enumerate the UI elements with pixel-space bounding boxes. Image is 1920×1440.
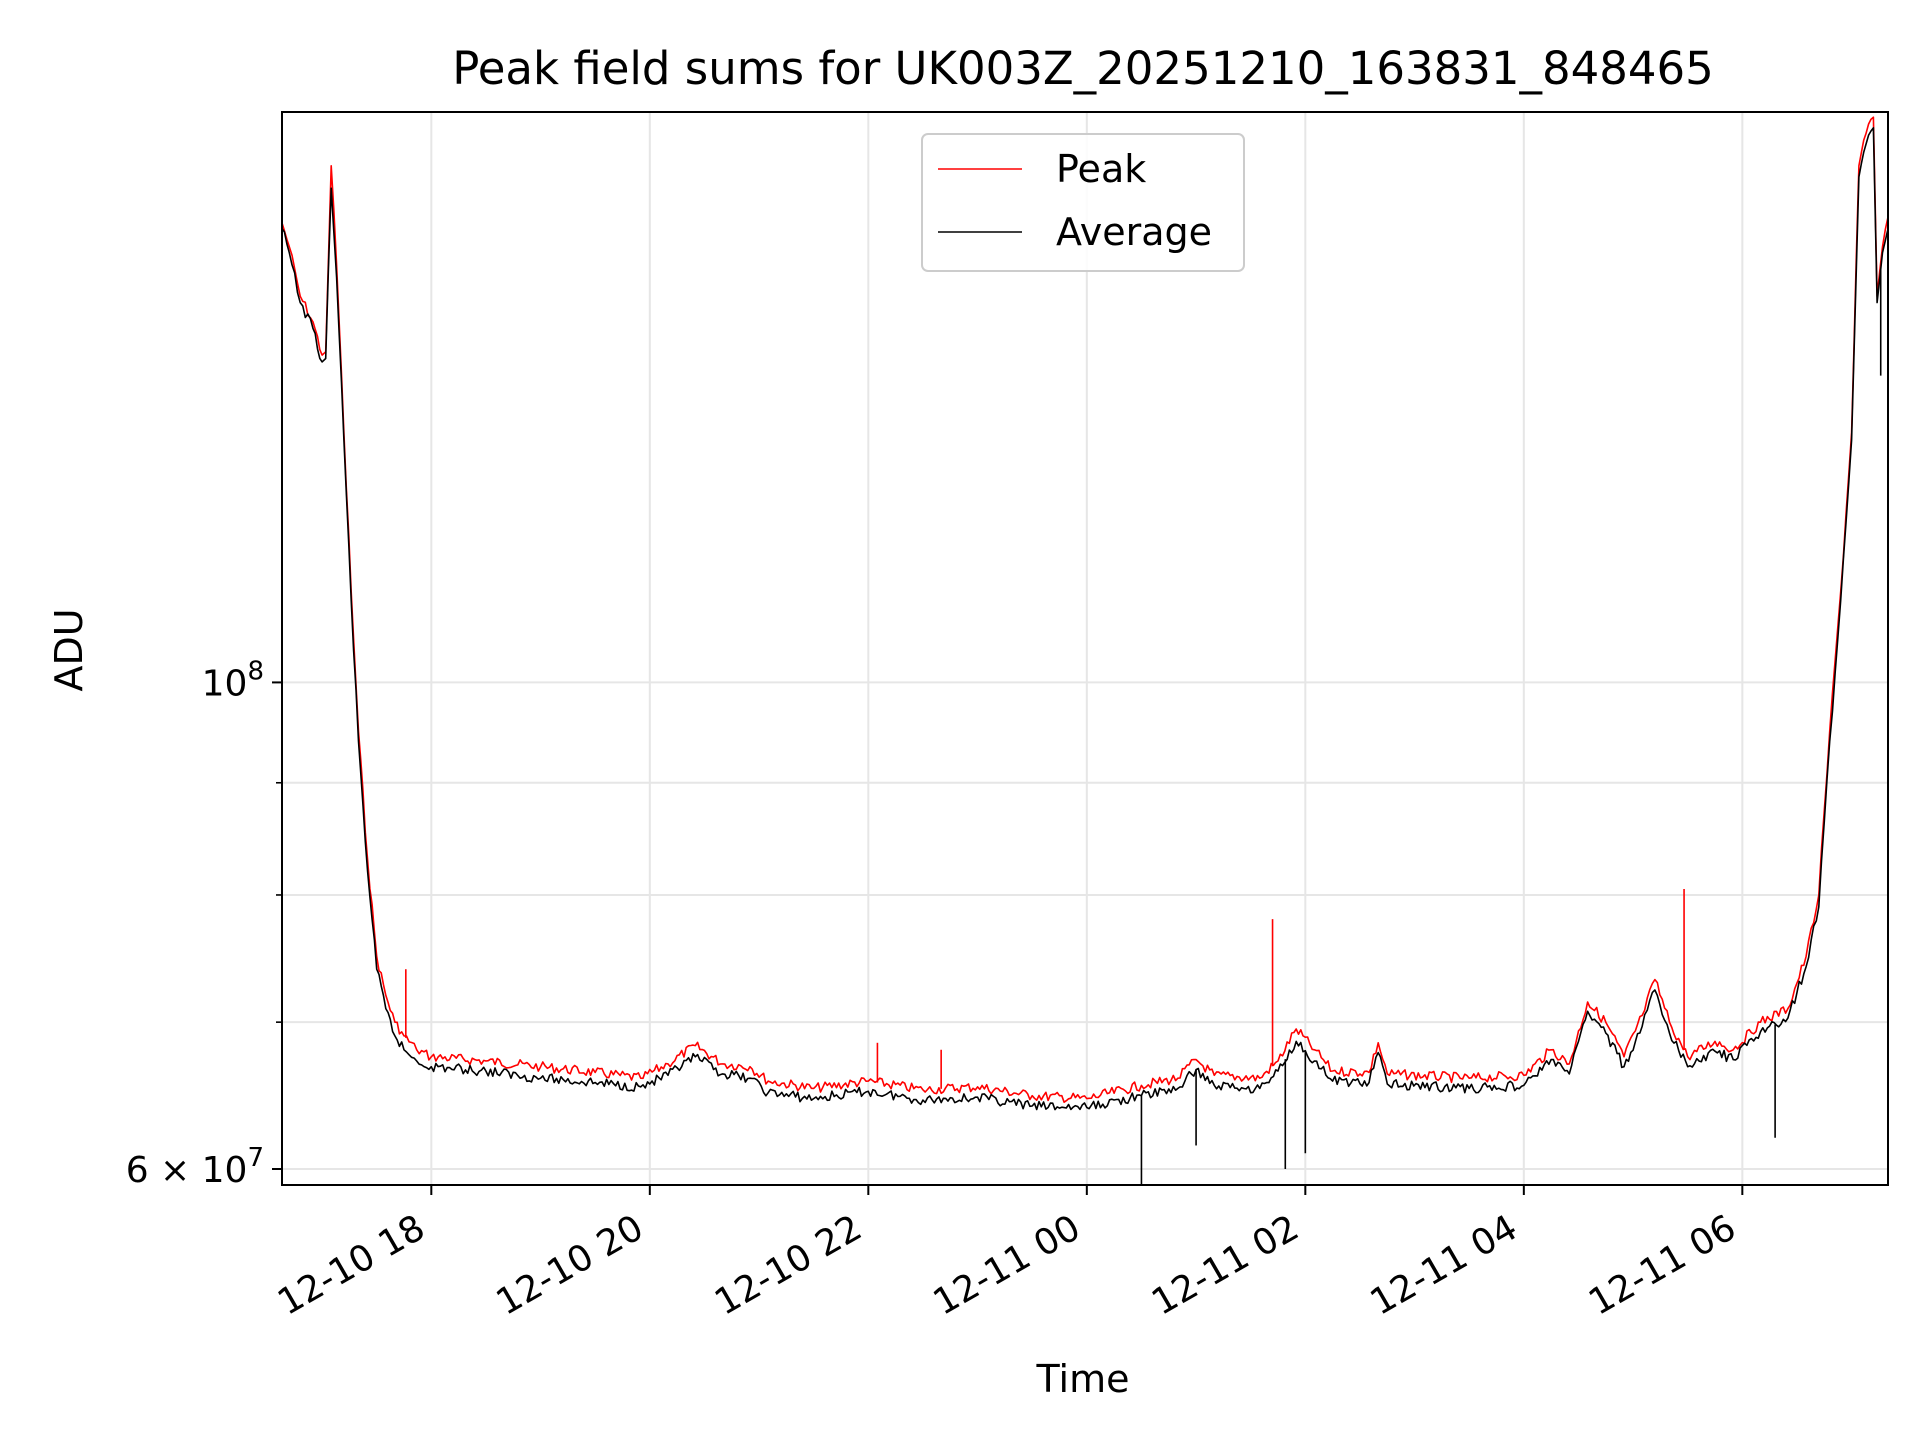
plot-area bbox=[282, 116, 1888, 1185]
series-line-peak bbox=[282, 116, 1888, 1103]
legend: Peak Average bbox=[921, 133, 1245, 272]
series-line-average bbox=[282, 127, 1888, 1111]
grid bbox=[282, 112, 1888, 1185]
plot-frame bbox=[281, 111, 1889, 1186]
x-axis-label: Time bbox=[1036, 1357, 1130, 1401]
spikes-peak bbox=[405, 889, 1685, 1089]
y-axis-label: ADU bbox=[47, 608, 91, 691]
legend-label-average: Average bbox=[1056, 210, 1212, 254]
legend-label-peak: Peak bbox=[1056, 147, 1146, 191]
y-tick-label: 6 × 107 bbox=[126, 1143, 264, 1191]
spikes-average bbox=[1140, 269, 1882, 1185]
chart-title: Peak field sums for UK003Z_20251210_1638… bbox=[452, 42, 1714, 95]
